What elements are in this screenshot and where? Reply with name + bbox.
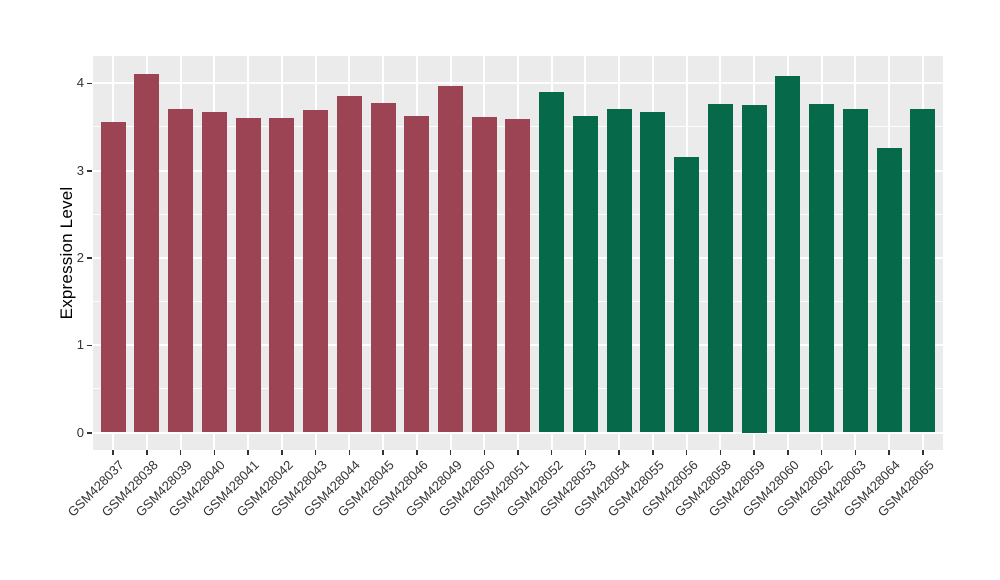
x-tick-mark [146,450,148,455]
x-tick-mark [247,450,249,455]
x-tick-mark [416,450,418,455]
y-tick-mark [87,432,92,434]
x-tick-mark [449,450,452,455]
x-tick-mark [787,450,789,455]
x-tick-mark [888,450,890,455]
bar-GSM428039 [168,109,194,433]
x-tick-mark [719,450,722,455]
x-tick-mark [753,450,755,455]
bar-GSM428060 [775,76,801,433]
x-tick-mark [112,450,114,455]
y-tick-mark [87,257,92,259]
x-tick-mark [348,450,351,455]
x-tick-mark [584,450,587,455]
bar-GSM428058 [707,104,733,433]
x-tick-mark [314,450,317,455]
bar-GSM428051 [505,119,531,433]
bar-GSM428045 [370,103,396,433]
y-tick-label: 3 [76,162,84,178]
y-tick-mark [87,82,92,85]
y-tick-label: 0 [76,424,84,440]
bar-GSM428056 [674,156,700,433]
x-tick-mark [517,450,519,455]
x-tick-mark [179,450,182,455]
y-tick-mark [87,344,92,347]
x-tick-mark [922,450,924,455]
bar-GSM428046 [404,115,430,433]
plot-panel [93,56,943,450]
y-tick-label: 4 [76,75,84,91]
bar-GSM428055 [640,112,666,433]
x-tick-mark [382,450,384,455]
bar-GSM428043 [303,110,329,433]
bar-GSM428059 [741,105,767,433]
bar-GSM428050 [471,117,497,433]
bar-GSM428037 [100,121,126,433]
bar-GSM428044 [336,95,362,433]
x-tick-mark [213,450,216,455]
bar-GSM428062 [809,104,835,433]
bar-GSM428052 [539,92,565,433]
x-tick-mark [652,450,654,455]
x-tick-mark [550,450,553,455]
bar-GSM428042 [269,118,295,433]
x-tick-mark [483,450,486,455]
y-tick-mark [87,170,92,172]
x-tick-mark [618,450,620,455]
x-tick-mark [854,450,857,455]
y-tick-label: 1 [76,337,84,353]
bar-GSM428049 [438,85,464,433]
y-tick-label: 2 [76,249,84,265]
bar-GSM428064 [876,147,902,433]
bar-GSM428038 [134,73,160,433]
bar-GSM428065 [910,108,936,433]
bar-GSM428054 [606,108,632,433]
bar-GSM428063 [842,109,868,433]
bar-GSM428053 [572,116,598,433]
bar-GSM428041 [235,118,261,433]
x-tick-mark [820,450,823,455]
bar-GSM428040 [201,112,227,433]
x-tick-mark [685,450,688,455]
x-tick-mark [281,450,283,455]
